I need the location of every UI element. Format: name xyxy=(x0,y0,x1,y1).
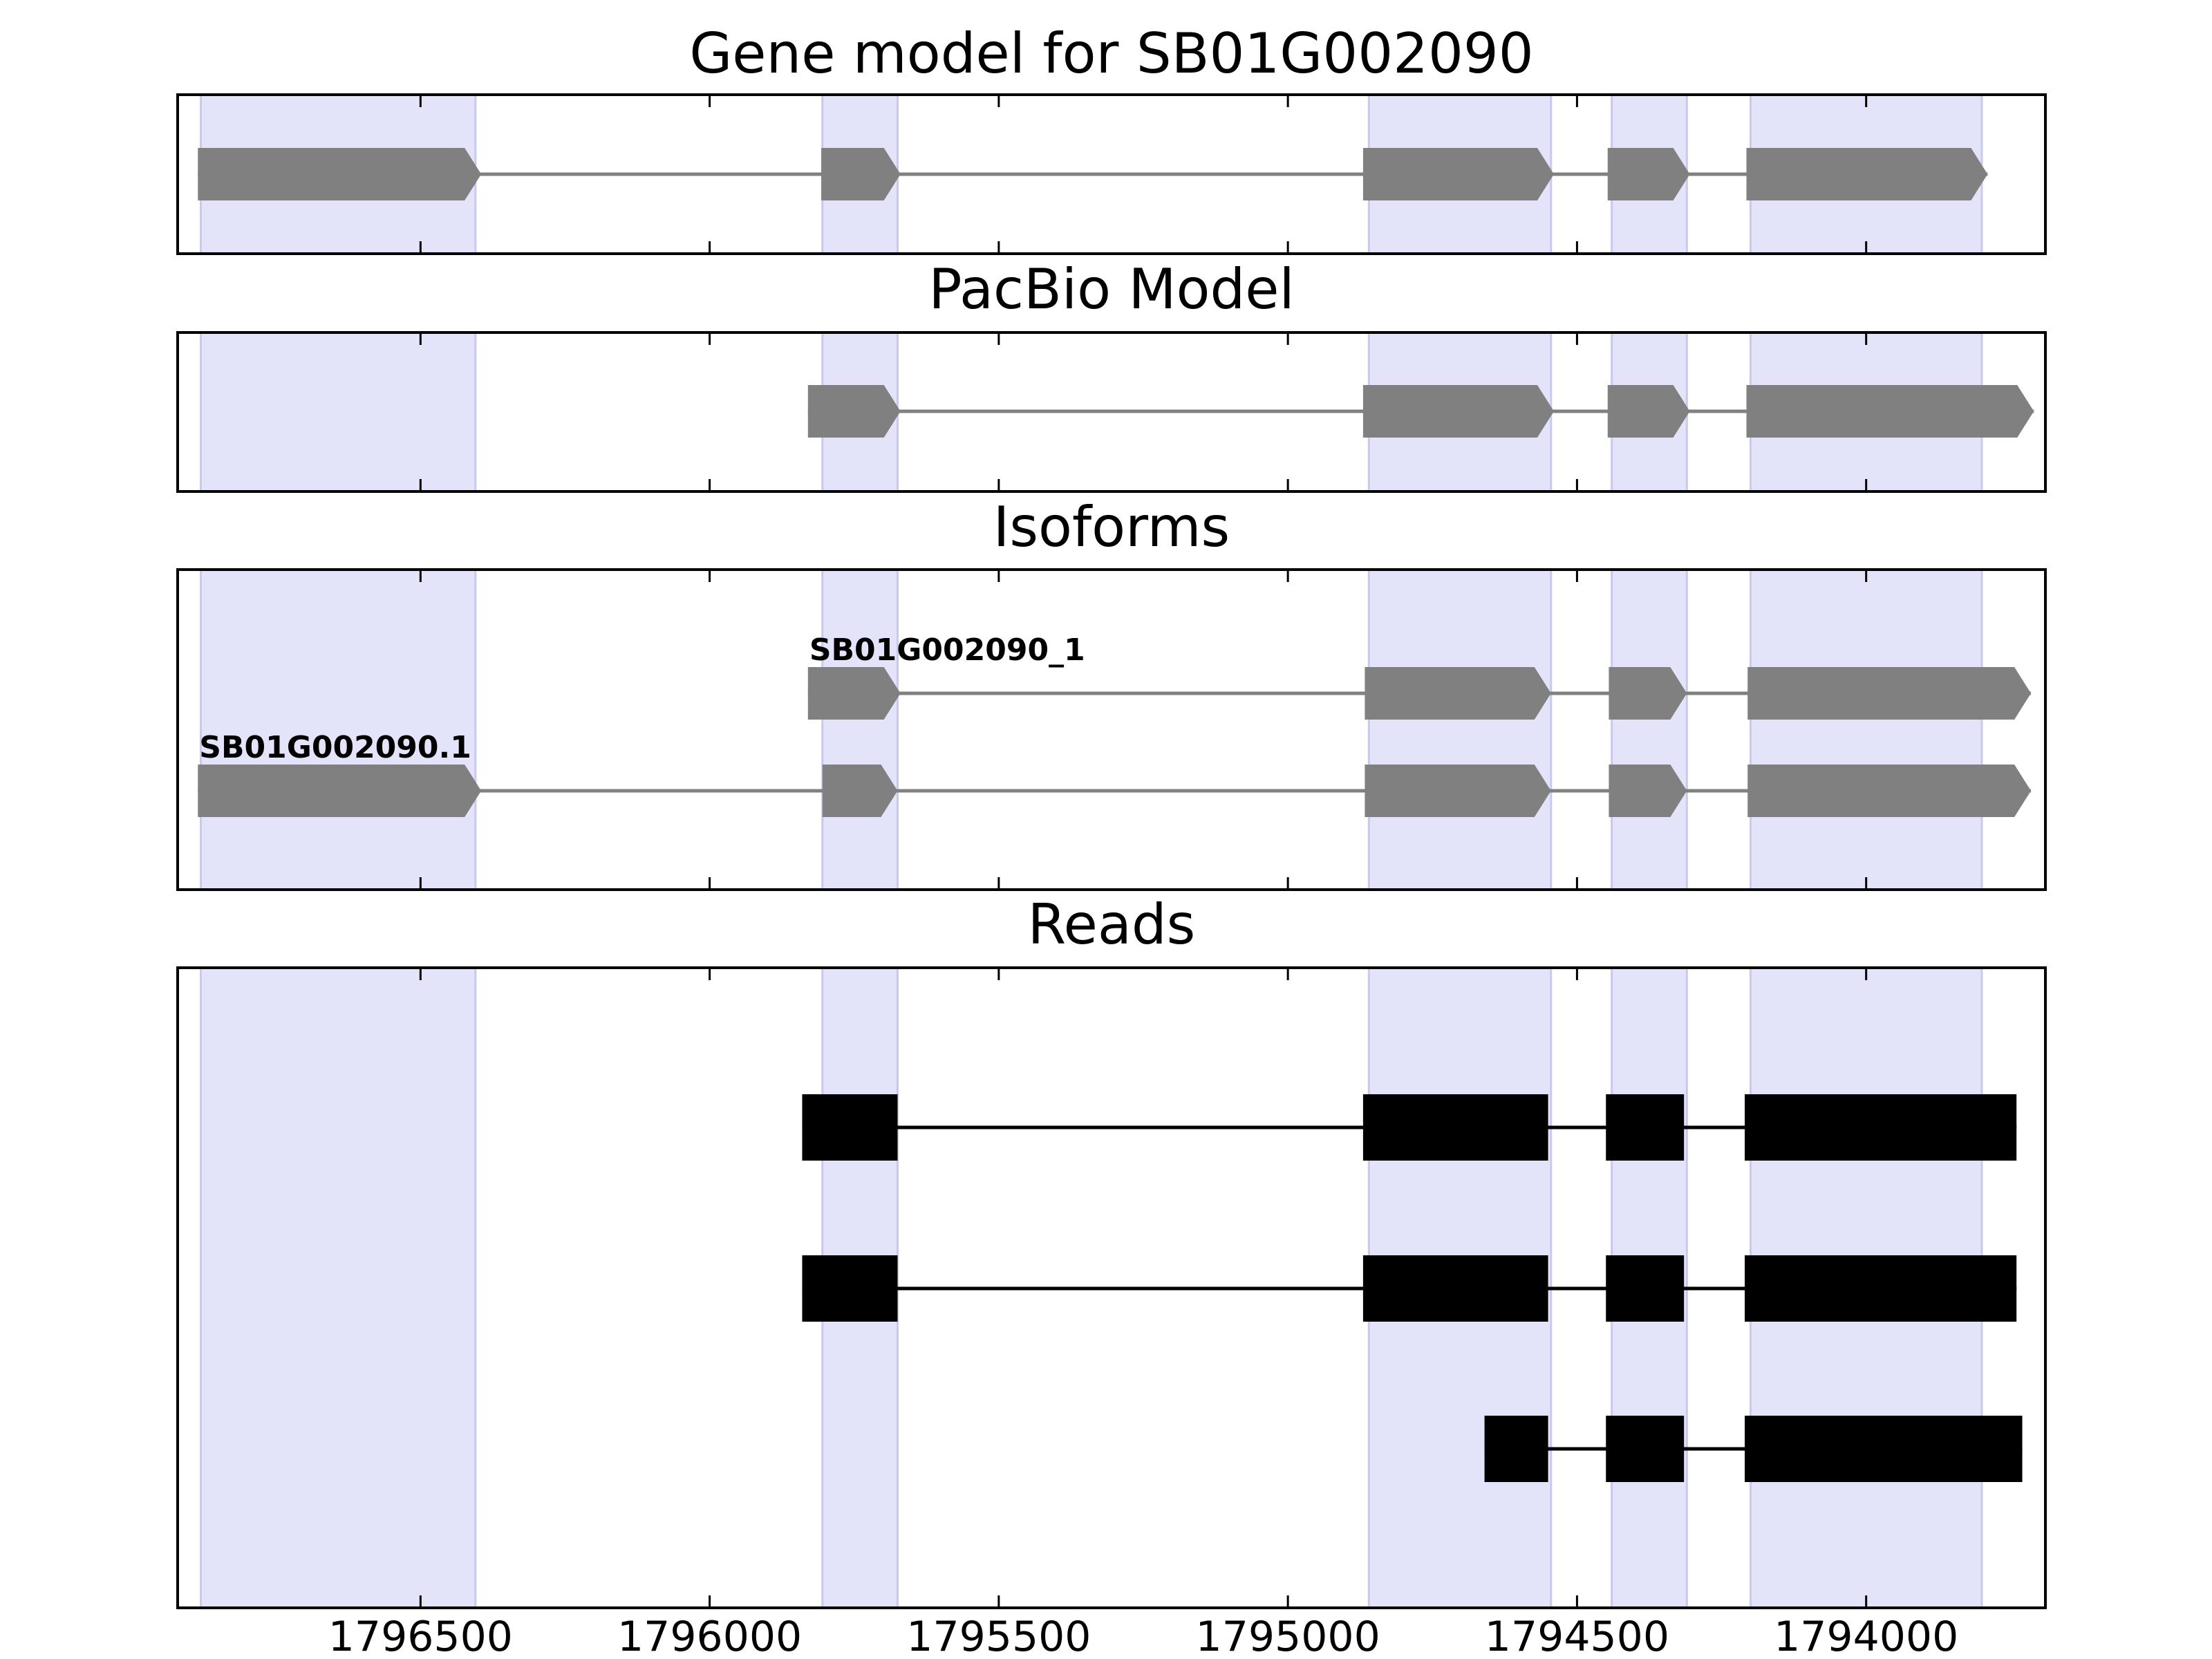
highlight-region xyxy=(1611,568,1688,891)
panel-title: PacBio Model xyxy=(928,257,1294,321)
exon-arrow xyxy=(821,148,901,200)
exon-arrow xyxy=(807,667,901,720)
exon-arrow xyxy=(1609,765,1687,817)
read-exon-block xyxy=(1606,1094,1685,1161)
isoform-label: SB01G002090_1 xyxy=(809,632,1085,668)
highlight-region xyxy=(1367,568,1553,891)
panel-title: Gene model for SB01G002090 xyxy=(689,21,1533,86)
read-exon-block xyxy=(1745,1255,2017,1322)
highlight-region xyxy=(821,568,899,891)
x-tick-label: 1796500 xyxy=(328,1613,513,1659)
exon-arrow xyxy=(1365,667,1551,720)
read-exon-block xyxy=(1606,1416,1685,1482)
exon-arrow xyxy=(1362,385,1554,438)
exon-arrow xyxy=(198,765,482,817)
exon-arrow xyxy=(1607,148,1690,200)
x-tick-label: 1794000 xyxy=(1774,1613,1958,1659)
read-exon-block xyxy=(802,1255,898,1322)
highlight-region xyxy=(1749,568,1983,891)
isoform-label: SB01G002090.1 xyxy=(199,730,471,765)
exon-arrow xyxy=(822,765,898,817)
exon-arrow xyxy=(1746,148,1988,200)
exon-arrow xyxy=(1746,385,2034,438)
axes-frame xyxy=(176,93,2047,255)
exon-arrow xyxy=(1609,667,1687,720)
exon-arrow xyxy=(1607,385,1690,438)
axes-frame xyxy=(176,966,2047,1609)
read-exon-block xyxy=(1745,1094,2017,1161)
panel-title: Reads xyxy=(1028,892,1196,957)
exon-arrow xyxy=(198,148,482,200)
exon-arrow xyxy=(807,385,901,438)
read-exon-block xyxy=(1484,1416,1548,1482)
x-tick-label: 1795500 xyxy=(906,1613,1091,1659)
highlight-region xyxy=(199,331,477,493)
x-tick-label: 1796000 xyxy=(617,1613,802,1659)
exon-arrow xyxy=(1747,765,2032,817)
exon-arrow xyxy=(1362,148,1554,200)
read-exon-block xyxy=(1606,1255,1685,1322)
read-exon-block xyxy=(1745,1416,2023,1482)
read-exon-block xyxy=(802,1094,898,1161)
x-tick-label: 1795000 xyxy=(1196,1613,1380,1659)
axes-frame xyxy=(176,331,2047,493)
highlight-region xyxy=(199,966,477,1609)
axes-frame xyxy=(176,568,2047,891)
panel-title: Isoforms xyxy=(993,495,1230,559)
exon-arrow xyxy=(1365,765,1551,817)
read-exon-block xyxy=(1362,1094,1548,1161)
highlight-region xyxy=(199,568,477,891)
exon-arrow xyxy=(1747,667,2032,720)
x-tick-label: 1794500 xyxy=(1485,1613,1669,1659)
read-exon-block xyxy=(1362,1255,1548,1322)
